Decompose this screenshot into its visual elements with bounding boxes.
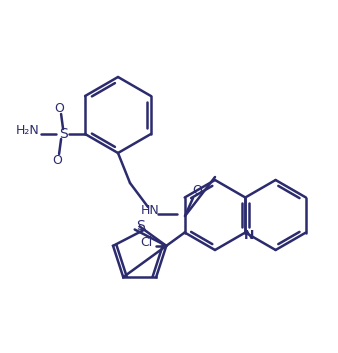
Text: S: S [59, 127, 68, 141]
Text: H₂N: H₂N [16, 124, 40, 137]
Text: S: S [136, 220, 145, 233]
Text: Cl: Cl [140, 237, 152, 249]
Text: N: N [244, 229, 255, 242]
Text: HN: HN [141, 204, 160, 217]
Text: O: O [192, 185, 202, 197]
Text: O: O [54, 102, 64, 114]
Text: O: O [52, 154, 62, 167]
